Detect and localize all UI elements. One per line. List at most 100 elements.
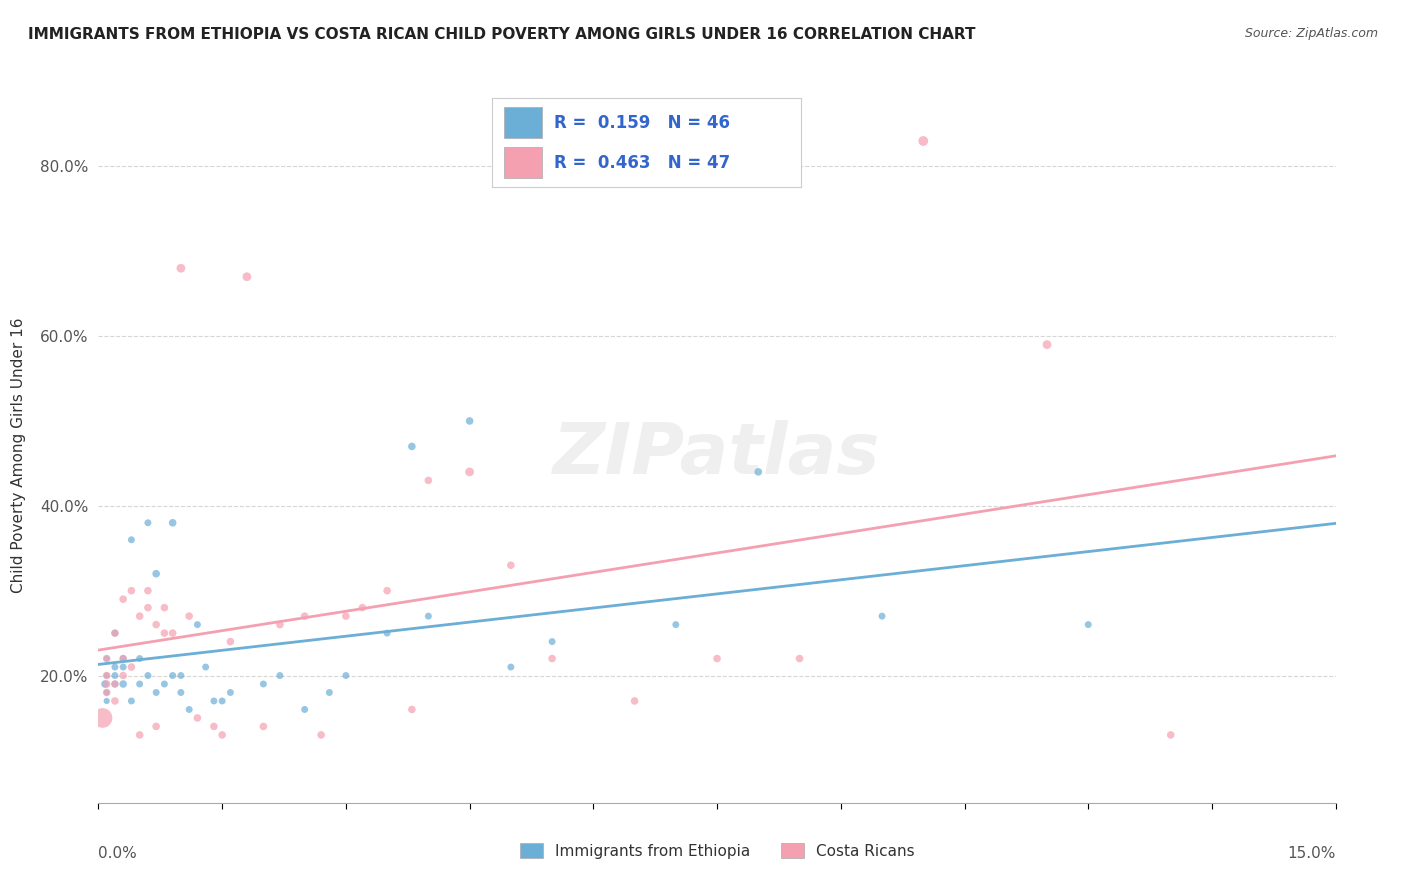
Point [153, 626, 176, 640]
Point [335, 668, 357, 682]
Point [145, 566, 167, 581]
Point [458, 414, 481, 428]
Point [499, 558, 522, 573]
Point [112, 651, 135, 665]
Point [335, 609, 357, 624]
Point [269, 668, 291, 682]
Point [104, 668, 127, 682]
Y-axis label: Child Poverty Among Girls Under 16: Child Poverty Among Girls Under 16 [11, 318, 27, 592]
Point [252, 677, 274, 691]
Point [912, 134, 935, 148]
Point [375, 626, 398, 640]
Text: 15.0%: 15.0% [1288, 847, 1336, 862]
Point [104, 694, 127, 708]
Point [401, 439, 423, 453]
Point [96, 651, 118, 665]
Point [112, 651, 135, 665]
Point [136, 583, 159, 598]
Point [789, 651, 811, 665]
Text: R =  0.159   N = 46: R = 0.159 N = 46 [554, 114, 730, 132]
Point [96, 651, 118, 665]
Point [458, 465, 481, 479]
Point [153, 677, 176, 691]
Point [104, 660, 127, 674]
Point [170, 261, 193, 276]
Point [309, 728, 332, 742]
Point [706, 651, 728, 665]
Point [418, 609, 440, 624]
Point [112, 660, 135, 674]
Point [96, 685, 118, 699]
Point [202, 719, 225, 733]
Point [162, 626, 184, 640]
Point [236, 269, 259, 284]
Point [318, 685, 340, 699]
Point [401, 702, 423, 716]
Point [665, 617, 688, 632]
Point [541, 634, 564, 648]
Point [112, 592, 135, 607]
Point [186, 617, 208, 632]
Point [170, 685, 193, 699]
Point [1160, 728, 1182, 742]
Point [747, 465, 769, 479]
Point [170, 668, 193, 682]
Point [153, 600, 176, 615]
Point [112, 668, 135, 682]
Point [194, 660, 217, 674]
Bar [505, 147, 541, 178]
Point [120, 694, 142, 708]
Point [128, 651, 150, 665]
Point [162, 668, 184, 682]
Point [1077, 617, 1099, 632]
Point [145, 719, 167, 733]
Text: 0.0%: 0.0% [98, 847, 138, 862]
Point [104, 626, 127, 640]
Point [94, 677, 117, 691]
Point [294, 609, 316, 624]
Point [128, 677, 150, 691]
Legend: Immigrants from Ethiopia, Costa Ricans: Immigrants from Ethiopia, Costa Ricans [513, 837, 921, 864]
Point [104, 626, 127, 640]
Bar [505, 107, 541, 138]
Point [96, 694, 118, 708]
Point [120, 660, 142, 674]
Point [91, 711, 114, 725]
Point [219, 685, 242, 699]
Point [252, 719, 274, 733]
Point [211, 728, 233, 742]
Point [499, 660, 522, 674]
Point [104, 677, 127, 691]
Point [179, 609, 201, 624]
Point [104, 677, 127, 691]
Point [120, 533, 142, 547]
Point [145, 685, 167, 699]
Point [179, 702, 201, 716]
Point [128, 728, 150, 742]
Point [96, 677, 118, 691]
Point [186, 711, 208, 725]
Point [136, 668, 159, 682]
Point [96, 668, 118, 682]
Point [145, 617, 167, 632]
Point [112, 677, 135, 691]
Text: R =  0.463   N = 47: R = 0.463 N = 47 [554, 154, 730, 172]
Point [96, 668, 118, 682]
Point [623, 694, 645, 708]
Point [219, 634, 242, 648]
Point [202, 694, 225, 708]
Point [418, 474, 440, 488]
Point [128, 609, 150, 624]
Text: Source: ZipAtlas.com: Source: ZipAtlas.com [1244, 27, 1378, 40]
Point [541, 651, 564, 665]
Point [375, 583, 398, 598]
Text: ZIPatlas: ZIPatlas [554, 420, 880, 490]
Point [136, 600, 159, 615]
Point [269, 617, 291, 632]
Point [120, 583, 142, 598]
Point [870, 609, 893, 624]
Point [294, 702, 316, 716]
Point [136, 516, 159, 530]
Point [162, 516, 184, 530]
Point [1036, 337, 1059, 351]
